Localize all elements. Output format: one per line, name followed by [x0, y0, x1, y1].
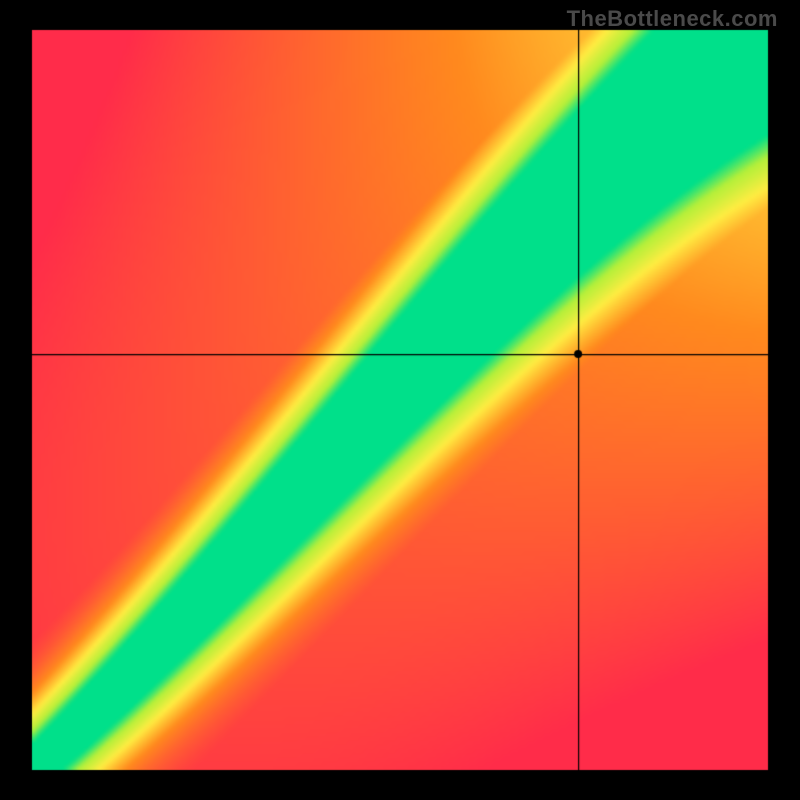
- heatmap-canvas: [0, 0, 800, 800]
